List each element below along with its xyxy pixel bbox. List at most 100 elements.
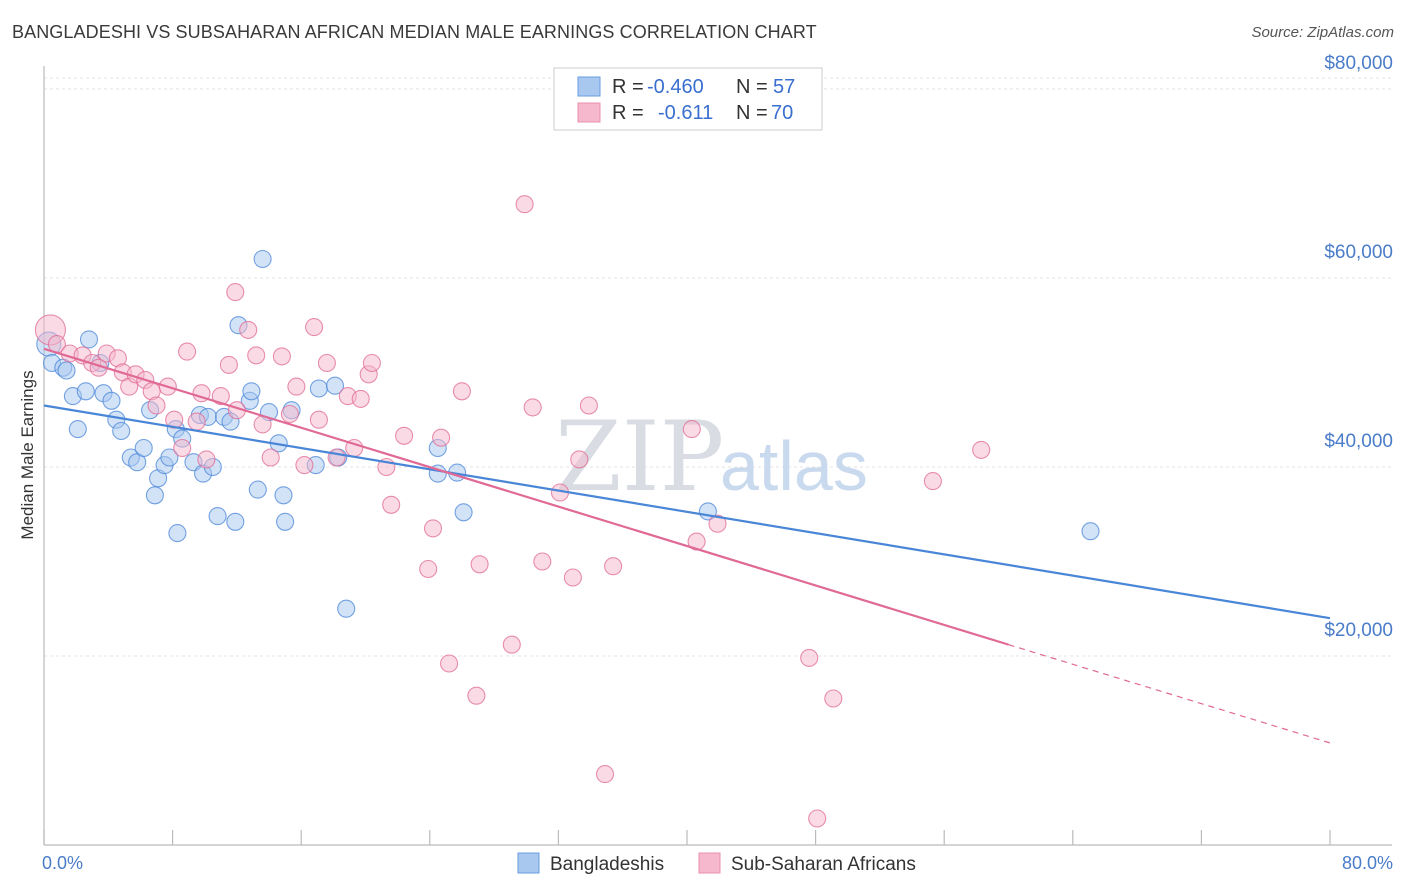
grid-lines [44,77,1392,657]
point-bangladeshis-3 [57,361,76,380]
point-subsaharan-39 [351,389,370,408]
point-subsaharan-18 [187,412,206,431]
point-subsaharan-34 [309,410,328,429]
point-bangladeshis-7 [79,330,99,349]
point-bangladeshis-53 [1081,522,1100,541]
point-subsaharan-61 [604,557,623,576]
point-bangladeshis-22 [168,524,187,543]
trend-line-extension-subsaharan [1008,644,1331,744]
point-subsaharan-54 [523,398,542,417]
point-subsaharan-21 [211,387,230,406]
point-subsaharan-53 [515,195,534,214]
point-subsaharan-50 [467,686,486,705]
point-bangladeshis-20 [160,448,179,467]
point-bangladeshis-29 [208,507,227,526]
legend-n-label-2: N = [736,102,768,124]
point-subsaharan-26 [247,346,266,365]
point-subsaharan-30 [280,404,299,424]
legend-r-label-2: R = [612,102,644,124]
y-tick-label-3: $80,000 [1324,53,1393,74]
point-bangladeshis-35 [242,382,261,401]
point-bangladeshis-15 [134,438,153,458]
legend-r-value-2: -0.611 [658,102,713,124]
point-subsaharan-29 [272,347,291,366]
point-subsaharan-49 [452,382,471,401]
legend-r-label-1: R = [612,76,644,98]
point-bangladeshis-40 [274,486,293,505]
point-bangladeshis-51 [454,503,473,522]
point-subsaharan-66 [824,689,843,708]
axes [43,66,1392,846]
data-points [34,195,1100,828]
x-tick-label-1: 80.0% [1342,853,1393,873]
point-subsaharan-36 [327,448,346,467]
point-subsaharan-45 [419,559,438,579]
top-legend: R = -0.460 N = 57 R = -0.611 N = 70 [553,67,823,131]
watermark-atlas: atlas [720,427,868,505]
legend-swatch-subsaharan [577,102,601,123]
bottom-legend-swatch-bangladeshis [517,852,540,874]
chart-title: BANGLADESHI VS SUBSAHARAN AFRICAN MEDIAN… [12,22,817,42]
tick-labels: $20,000 $40,000 $60,000 $80,000 0.0% 80.0% [42,53,1393,873]
point-subsaharan-57 [563,568,582,587]
point-bangladeshis-6 [76,382,95,401]
point-subsaharan-43 [382,495,401,514]
y-tick-label-1: $40,000 [1324,431,1393,452]
point-subsaharan-32 [295,456,314,475]
point-bangladeshis-17 [145,486,164,505]
point-subsaharan-23 [226,283,245,302]
point-subsaharan-33 [305,318,324,337]
bottom-legend-label-bangladeshis: Bangladeshis [550,854,664,875]
point-subsaharan-51 [470,555,489,574]
y-tick-label-0: $20,000 [1324,620,1393,641]
legend-n-value-2: 70 [771,102,793,124]
point-bangladeshis-36 [248,480,267,499]
x-tick-label-0: 0.0% [42,853,83,873]
trend-line-subsaharan [43,347,1009,646]
point-subsaharan-35 [317,353,336,373]
point-subsaharan-52 [502,635,521,654]
point-bangladeshis-47 [337,599,356,618]
point-bangladeshis-12 [112,421,131,441]
chart-source: Source: ZipAtlas.com [1251,24,1394,41]
bottom-legend-swatch-subsaharan [698,852,721,874]
point-subsaharan-58 [570,450,589,469]
point-subsaharan-65 [800,648,819,667]
legend-swatch-bangladeshis [577,76,601,97]
point-bangladeshis-5 [68,420,87,439]
point-subsaharan-41 [362,353,381,373]
point-subsaharan-22 [219,355,238,374]
bottom-legend: Bangladeshis Sub-Saharan Africans [517,852,916,875]
point-subsaharan-68 [972,440,991,459]
point-bangladeshis-45 [325,376,345,395]
point-subsaharan-60 [595,765,615,784]
trend-lines [43,347,1331,744]
point-subsaharan-20 [197,450,216,469]
point-subsaharan-64 [708,514,727,533]
point-subsaharan-16 [173,438,192,458]
point-subsaharan-28 [261,448,280,467]
point-subsaharan-46 [423,519,443,538]
y-tick-label-2: $60,000 [1324,242,1393,263]
point-subsaharan-31 [287,377,306,396]
point-subsaharan-62 [682,420,701,439]
point-subsaharan-69 [808,809,827,828]
point-subsaharan-55 [533,552,552,571]
point-subsaharan-67 [923,472,942,491]
point-bangladeshis-10 [102,391,121,410]
point-subsaharan-25 [239,320,258,339]
point-subsaharan-48 [440,654,459,673]
legend-n-label-1: N = [736,76,768,98]
trend-line-bangladeshis [43,404,1331,620]
point-subsaharan-47 [432,428,451,447]
point-subsaharan-17 [178,342,197,361]
point-bangladeshis-44 [309,379,328,398]
bottom-legend-label-subsaharan: Sub-Saharan Africans [731,854,916,875]
legend-r-value-1: -0.460 [647,76,704,98]
point-bangladeshis-37 [253,249,272,269]
point-bangladeshis-41 [276,512,295,531]
legend-n-value-1: 57 [773,76,795,98]
point-subsaharan-13 [147,396,166,415]
point-subsaharan-44 [395,426,414,445]
